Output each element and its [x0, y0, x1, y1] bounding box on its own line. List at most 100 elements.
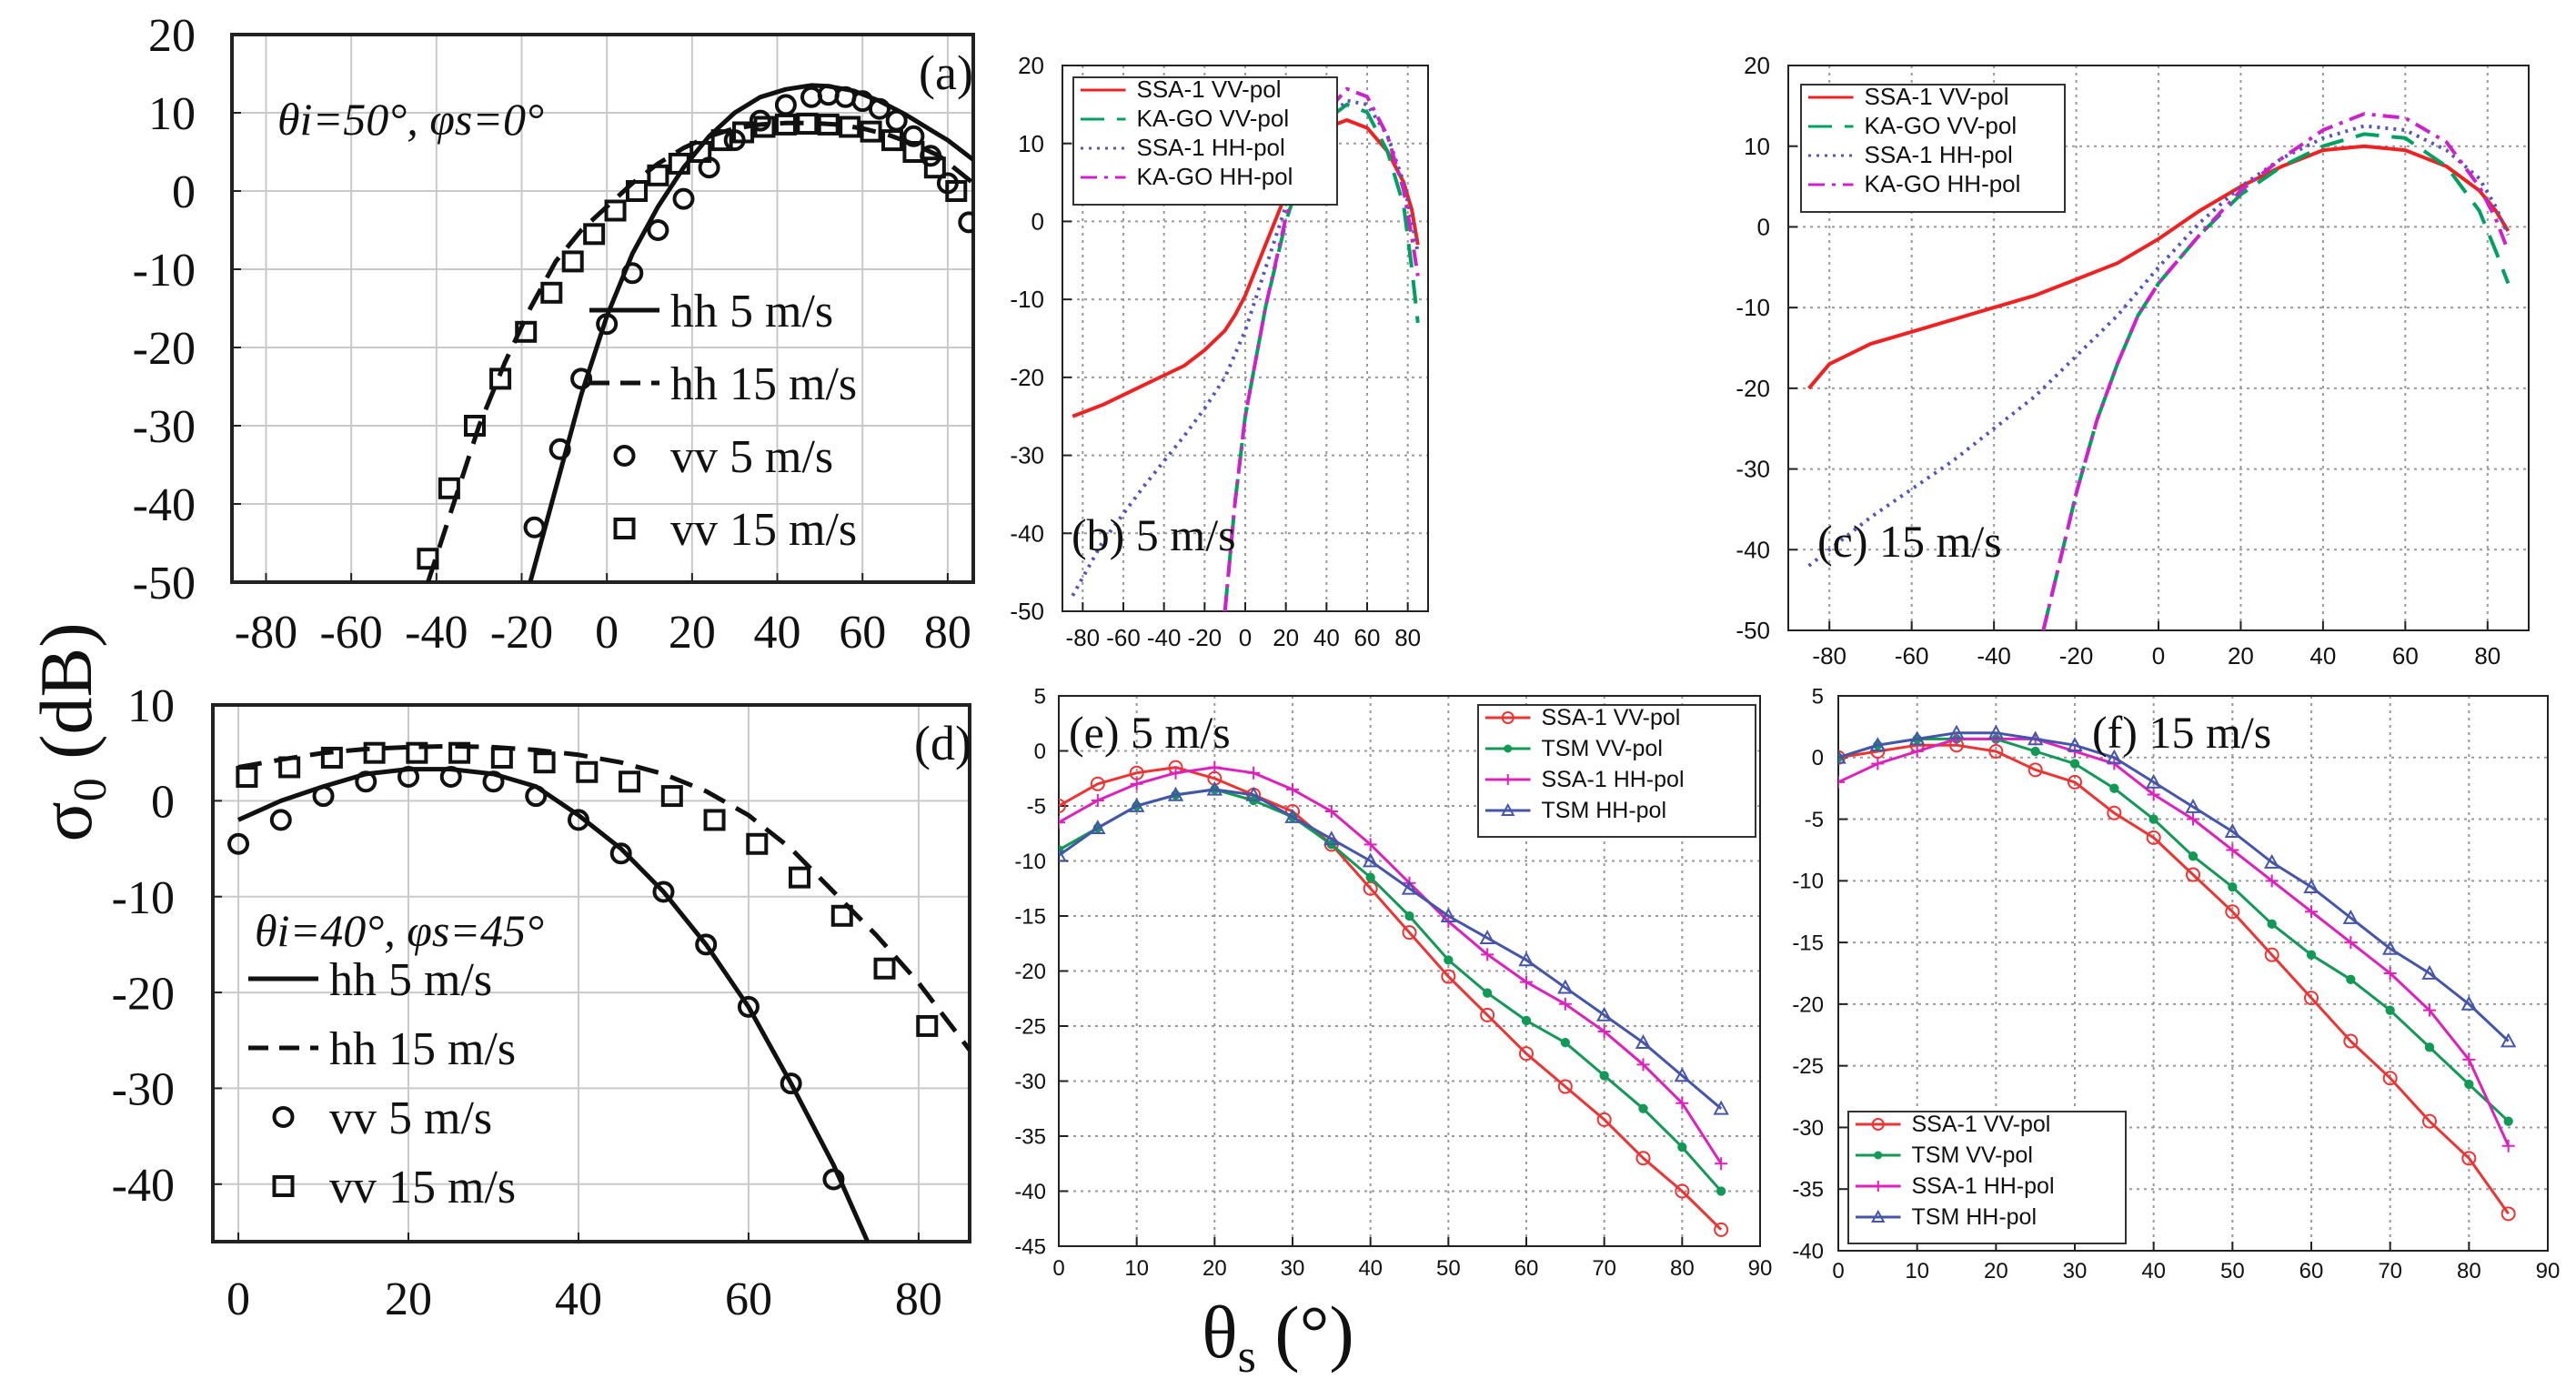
legend-marker — [613, 518, 636, 539]
data-point — [2226, 843, 2239, 857]
data-point — [1713, 1100, 1729, 1115]
series-layer — [1838, 724, 2517, 1222]
data-point — [1674, 1067, 1691, 1082]
data-point — [839, 116, 861, 138]
y-tick-label: -5 — [1805, 808, 1824, 832]
y-tick-label: -15 — [1014, 904, 1046, 929]
data-point — [860, 120, 882, 143]
data-point — [2424, 1042, 2435, 1052]
data-point — [789, 866, 811, 889]
data-point — [576, 760, 599, 783]
data-point — [873, 957, 896, 980]
data-point — [406, 741, 428, 764]
legend: SSA-1 VV-pol TSM VV-pol SSA-1 HH-pol TSM HH… — [1477, 704, 1756, 838]
legend-label: SSA-1 HH-pol — [1912, 1173, 2055, 1199]
x-tick-label: 20 — [1984, 1259, 2008, 1283]
grid-lines — [1058, 695, 1761, 1247]
y-tick-label: 0 — [1034, 740, 1046, 764]
x-tick-label: 20 — [669, 607, 716, 659]
data-point — [2423, 1003, 2436, 1017]
data-point — [1245, 786, 1262, 801]
data-point — [780, 1072, 802, 1095]
series-line — [1807, 124, 2511, 568]
x-tick-label: 40 — [754, 607, 801, 659]
data-point — [567, 809, 589, 831]
data-point — [916, 1014, 939, 1037]
data-point — [703, 809, 726, 831]
data-point — [2146, 830, 2161, 845]
x-tick-label: 20 — [1202, 1256, 1227, 1281]
data-point — [363, 741, 386, 764]
legend-box — [1477, 704, 1756, 838]
data-point — [902, 125, 925, 147]
data-point — [1284, 809, 1301, 823]
data-point — [548, 438, 571, 460]
data-point — [2228, 881, 2238, 892]
data-point — [561, 250, 584, 273]
data-point — [236, 766, 258, 789]
legend-marker — [1874, 1151, 1883, 1160]
legend-marker — [272, 1106, 295, 1128]
data-point — [2107, 805, 2122, 820]
panel-annotation: θi=50°, φs=0° — [277, 94, 544, 145]
data-point — [2343, 1033, 2359, 1049]
data-point — [1440, 907, 1457, 922]
y-tick-label: -30 — [1010, 442, 1044, 469]
y-tick-label: -40 — [1014, 1180, 1046, 1204]
data-point — [540, 281, 563, 304]
data-point — [1871, 757, 1885, 770]
data-point — [2381, 940, 2399, 955]
x-tick-label: 80 — [895, 1273, 942, 1325]
data-point — [1518, 951, 1535, 967]
legend-box — [1847, 1111, 2127, 1244]
data-point — [515, 320, 538, 343]
data-point — [868, 97, 891, 120]
legend-label: TSM HH-pol — [1542, 798, 1667, 823]
data-point — [1130, 777, 1143, 790]
data-point — [525, 785, 548, 808]
legend-marker — [1871, 1209, 1886, 1223]
data-point — [902, 141, 925, 163]
x-tick-label: -40 — [1147, 624, 1182, 651]
data-point — [851, 90, 874, 113]
series-line — [1838, 737, 2511, 1147]
data-point — [2421, 964, 2438, 980]
x-tick-label: 0 — [2152, 642, 2165, 669]
data-point — [1908, 730, 1926, 746]
data-point — [945, 180, 968, 202]
legend-label: KA-GO VV-pol — [1865, 112, 2018, 139]
legend-label: TSM VV-pol — [1912, 1142, 2033, 1168]
panel-b: -80 -60 -40 -20 0 20 40 60 80-50-40-30-20-100102… — [1010, 52, 1429, 651]
data-point — [1481, 948, 1494, 961]
data-point — [269, 809, 292, 831]
panel-a: -80 -60 -40 -20 0 20 40 60 80 -50 -40 -30 -20 -10 0 10 2… — [133, 10, 975, 659]
legend-label: hh 15 m/s — [329, 1023, 516, 1075]
data-point — [660, 785, 683, 808]
y-tick-label: -20 — [1736, 375, 1770, 402]
y-tick-label: -5 — [1027, 794, 1046, 819]
x-tick-label: 80 — [2474, 642, 2501, 669]
series-line — [2041, 132, 2511, 630]
data-point — [2346, 974, 2356, 984]
legend-label: vv 15 m/s — [329, 1162, 516, 1213]
data-point — [695, 933, 718, 956]
x-tick-label: 0 — [1832, 1259, 1844, 1283]
y-tick-label: 0 — [151, 777, 175, 829]
legend-label: TSM HH-pol — [1912, 1204, 2038, 1230]
data-point — [1520, 975, 1533, 989]
data-point — [1441, 969, 1456, 984]
panel-label: (a) — [919, 45, 973, 100]
data-point — [2344, 936, 2358, 950]
y-tick-label: -10 — [133, 245, 196, 297]
data-point — [1401, 880, 1418, 895]
panel-e: 0 10 20 30 40 50 60 70 80 90-45-40-35-30-25-20-15… — [1014, 684, 1772, 1281]
x-tick-label: -40 — [405, 607, 468, 659]
data-point — [1987, 724, 2005, 740]
data-point — [227, 832, 250, 855]
panel-label: (c) 15 m/s — [1817, 516, 2002, 567]
x-tick-label: 90 — [1748, 1256, 1773, 1281]
panel-c: -80 -60 -40 -20 0 20 40 60 80 -50 -40 -30 -20 -10 0 10 2… — [1736, 52, 2530, 669]
legend-marker — [1501, 711, 1514, 724]
data-point — [2027, 730, 2044, 746]
data-point — [923, 156, 946, 179]
